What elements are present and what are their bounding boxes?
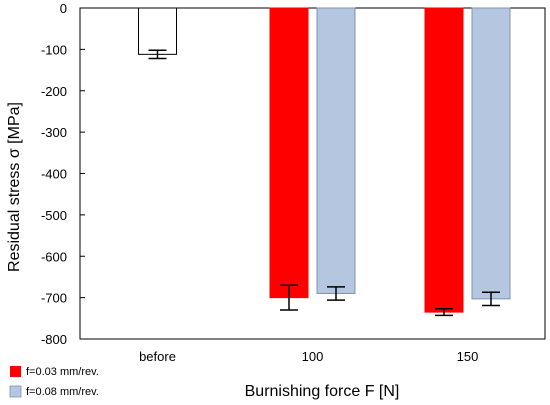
legend-label-f003: f=0.03 mm/rev. — [26, 366, 99, 378]
x-tick-label: 100 — [302, 349, 324, 364]
bar — [316, 7, 356, 294]
legend: f=0.03 mm/rev. f=0.08 mm/rev. — [9, 366, 99, 398]
y-tick-label: -400 — [41, 167, 67, 182]
y-tick-label: -200 — [41, 84, 67, 99]
bar — [424, 7, 464, 313]
x-tick-label: 150 — [457, 349, 479, 364]
y-tick-label: -800 — [41, 332, 67, 347]
bar — [269, 7, 309, 299]
x-axis-title: Burnishing force F [N] — [245, 383, 400, 400]
y-tick-label: -500 — [41, 208, 67, 223]
legend-label-f008: f=0.08 mm/rev. — [26, 386, 99, 398]
legend-swatch-f008 — [9, 385, 22, 398]
y-tick-label: -100 — [41, 42, 67, 57]
x-tick-label: before — [139, 349, 176, 364]
y-tick-label: -600 — [41, 249, 67, 264]
y-tick-label: -700 — [41, 291, 67, 306]
bar — [138, 7, 177, 55]
y-axis-title-group: Residual stress σ [MPa] — [6, 102, 23, 272]
y-axis-title: Residual stress σ [MPa] — [6, 102, 23, 272]
legend-swatch-f003 — [10, 366, 21, 377]
y-tick-label: 0 — [60, 1, 67, 16]
bar — [471, 7, 511, 300]
plot-area: 0 -100 -200 -300 -400 -500 -600 -700 -800 before 1… — [41, 1, 546, 364]
y-tick-label: -300 — [41, 125, 67, 140]
